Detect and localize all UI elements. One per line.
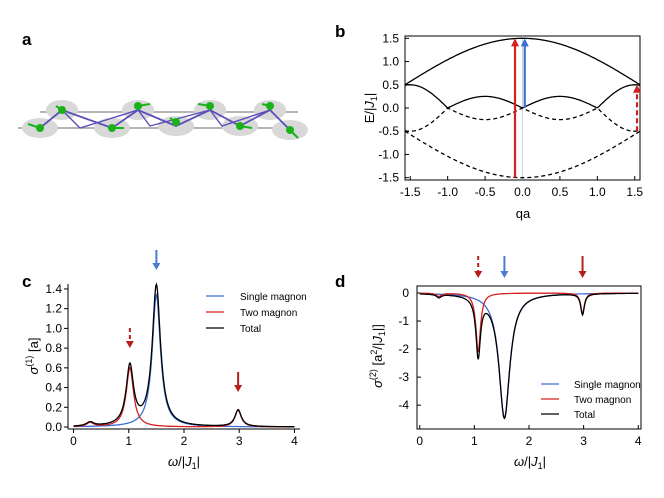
peak-marker-arrowhead — [152, 263, 161, 270]
chart-c-series — [73, 282, 295, 428]
chart-d-legend: Single magnon Two magnon Total — [541, 380, 641, 421]
chart-c-yticks: 0.0 0.2 0.4 0.6 0.8 1.0 1.2 1.4 — [45, 282, 68, 434]
chart-c-ylabel: σ(1) [a] — [24, 338, 41, 375]
x-tick-label: 0.5 — [552, 185, 569, 199]
y-tick-label: 1.0 — [45, 321, 62, 335]
chart-c-legend: Single magnon Two magnon Total — [206, 292, 307, 335]
panel-label-a: a — [22, 30, 32, 49]
zigzag-bonds-2 — [61, 109, 271, 129]
legend-single-label: Single magnon — [574, 380, 641, 391]
y-tick-label: 0.8 — [45, 341, 62, 355]
dispersion-neg-upper-band — [404, 130, 641, 179]
x-tick-label: 0 — [416, 434, 423, 448]
panel-label-d: d — [335, 272, 346, 291]
peak-marker-arrowhead — [578, 271, 587, 278]
y-tick-label: 1.4 — [45, 282, 62, 296]
y-tick-label: 1.5 — [382, 31, 399, 45]
y-tick-label: -1.0 — [378, 147, 399, 161]
dispersion-upper-band — [404, 37, 641, 86]
y-tick-label: 1.2 — [45, 302, 62, 316]
chart-c-xticks: 0 1 2 3 4 — [70, 429, 298, 448]
peak-marker-arrowhead — [500, 271, 509, 278]
y-tick-label: -1.5 — [378, 171, 399, 185]
legend-total-label: Total — [574, 410, 595, 421]
total-curve — [419, 292, 639, 420]
x-tick-label: 3 — [236, 434, 243, 448]
y-tick-label: 0.0 — [45, 420, 62, 434]
x-tick-label: -1.0 — [437, 185, 458, 199]
chart-b-xlabel: qa — [516, 206, 531, 221]
y-tick-label: 0.2 — [45, 400, 62, 414]
legend-single-label: Single magnon — [240, 292, 307, 303]
spin-chain-diagram — [18, 100, 308, 140]
chart-d-markers — [474, 256, 587, 278]
chart-c-markers — [125, 250, 243, 392]
y-tick-label: 1.0 — [382, 55, 399, 69]
x-tick-label: 1 — [471, 434, 478, 448]
transition-arrowhead — [633, 84, 642, 93]
y-tick-label: 0.6 — [45, 361, 62, 375]
chart-d-frame — [416, 285, 642, 430]
peak-marker-arrowhead — [234, 385, 243, 392]
x-tick-label: 1.0 — [589, 185, 606, 199]
dispersion-neg-lower-band — [404, 107, 641, 132]
y-tick-label: -1 — [398, 314, 409, 328]
y-tick-label: -3 — [398, 370, 409, 384]
transition-arrowhead — [511, 38, 520, 47]
x-tick-label: -0.5 — [475, 185, 496, 199]
y-tick-label: 0.5 — [382, 78, 399, 92]
x-tick-label: 0 — [70, 434, 77, 448]
x-tick-label: 3 — [580, 434, 587, 448]
x-tick-label: -1.5 — [400, 185, 421, 199]
x-tick-label: 1 — [125, 434, 132, 448]
chart-b-yticks: -1.5 -1.0 -0.5 0.0 0.5 1.0 1.5 — [378, 31, 409, 185]
x-tick-label: 4 — [291, 434, 298, 448]
spin-arrows — [27, 103, 299, 139]
legend-total-label: Total — [240, 324, 261, 335]
chart-d-xlabel: ω/|J1| — [514, 454, 546, 471]
peak-marker-arrowhead — [474, 271, 483, 278]
chart-d-ylabel: σ(2) [a2/|J1|] — [368, 324, 387, 388]
y-tick-label: -2 — [398, 342, 409, 356]
chart-b-series — [404, 36, 641, 180]
x-tick-label: 4 — [635, 434, 642, 448]
chart-d-xticks: 0 1 2 3 4 — [416, 425, 642, 448]
chart-b-arrows — [511, 38, 642, 178]
legend-two-label: Two magnon — [574, 395, 631, 406]
chart-d-series — [419, 292, 639, 420]
chart-b-xticks: -1.5 -1.0 -0.5 0.0 0.5 1.0 1.5 — [400, 176, 643, 199]
x-tick-label: 2 — [526, 434, 533, 448]
y-tick-label: -4 — [398, 398, 409, 412]
y-tick-label: -0.5 — [378, 124, 399, 138]
chart-d-yticks: 0 -1 -2 -3 -4 — [398, 286, 421, 412]
x-tick-label: 0.0 — [514, 185, 531, 199]
legend-two-label: Two magnon — [240, 308, 297, 319]
y-tick-label: 0.0 — [382, 101, 399, 115]
y-tick-label: 0 — [402, 286, 409, 300]
x-tick-label: 2 — [181, 434, 188, 448]
total-curve — [73, 282, 295, 428]
peak-marker-arrowhead — [125, 341, 134, 348]
panel-label-b: b — [335, 22, 346, 41]
panel-label-c: c — [22, 272, 32, 291]
y-tick-label: 0.4 — [45, 381, 62, 395]
transition-arrowhead — [520, 38, 529, 47]
x-tick-label: 1.5 — [626, 185, 643, 199]
